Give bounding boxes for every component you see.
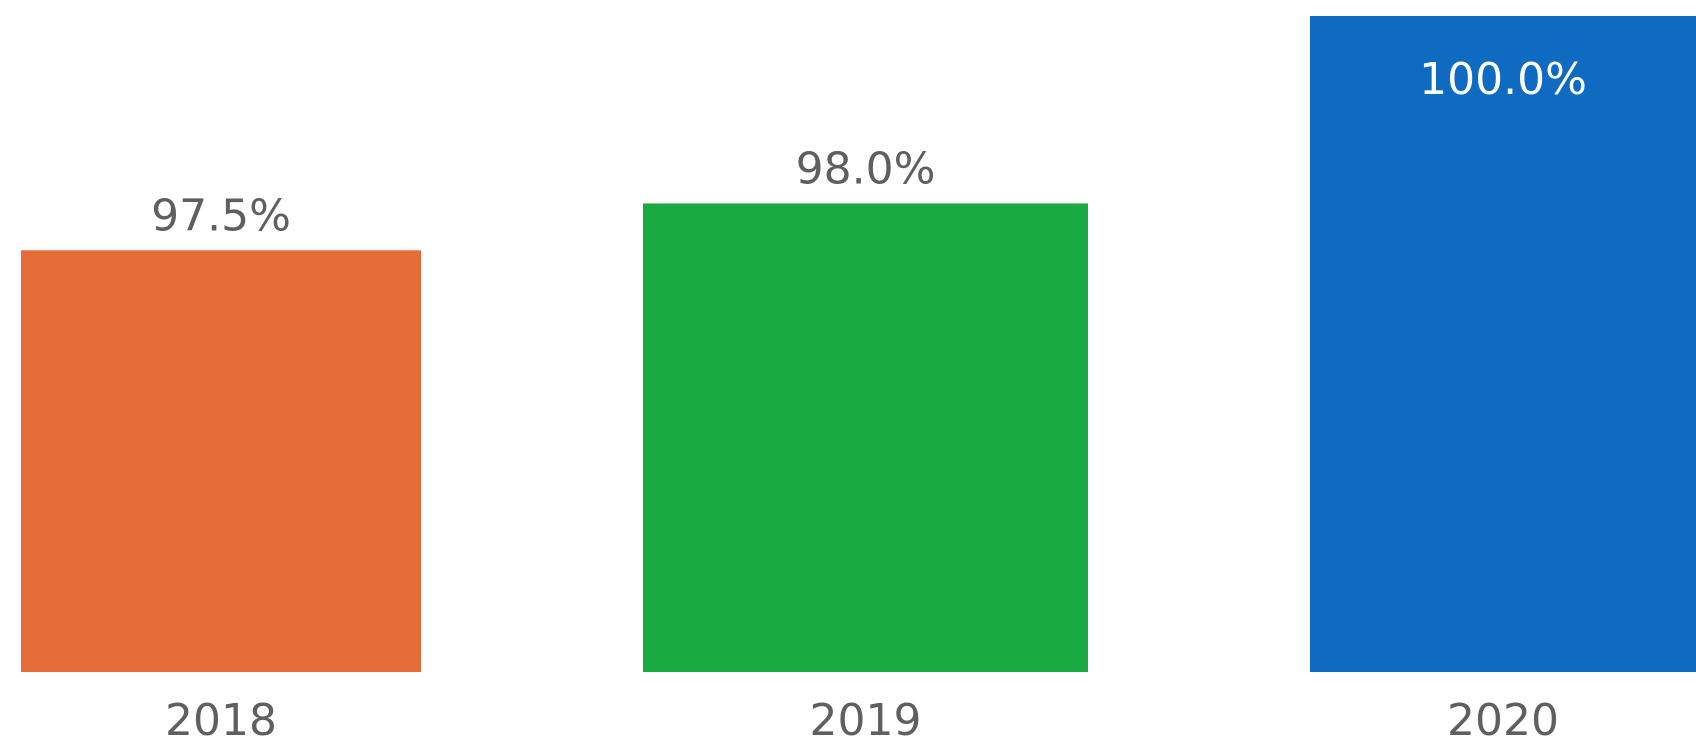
category-labels-group: 2018 2019 2020 [165,695,1559,746]
bars-group [21,16,1696,673]
category-label-2019: 2019 [810,695,922,746]
value-label-2020: 100.0% [1419,54,1587,105]
bar-2019 [643,203,1088,672]
value-labels-group: 97.5% 98.0% 100.0% [151,54,1587,241]
value-label-2019: 98.0% [796,143,936,194]
bar-2018 [21,250,421,673]
value-label-2018: 97.5% [151,190,291,241]
bar-2020 [1310,16,1696,672]
category-label-2020: 2020 [1447,695,1559,746]
category-label-2018: 2018 [165,695,277,746]
